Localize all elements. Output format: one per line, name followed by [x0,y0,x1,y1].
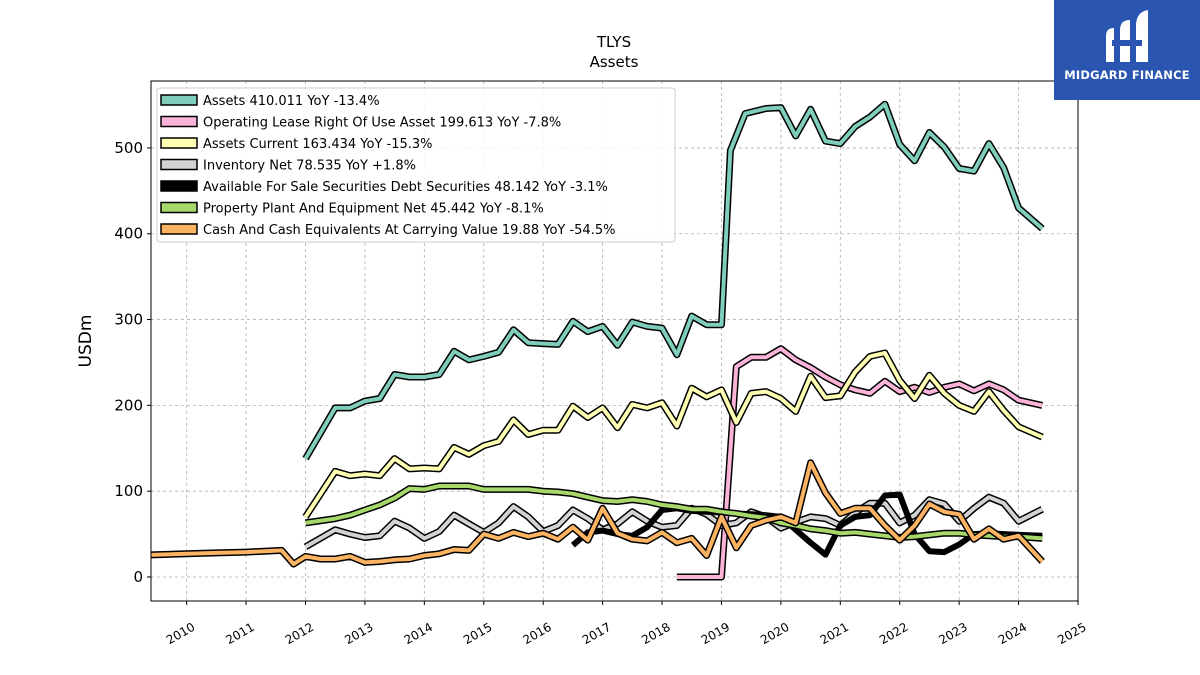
chart-title: TLYS [596,33,631,51]
series-1 [676,345,1044,581]
x-tick-label: 2025 [1055,620,1088,647]
legend-entry: Operating Lease Right Of Use Asset 199.6… [203,116,561,131]
series-line [676,346,1043,579]
legend-swatch [160,137,198,149]
legend-entry: Assets 410.011 YoY -13.4% [203,94,380,109]
series-4 [570,491,1043,558]
x-tick-label: 2012 [283,620,316,647]
y-tick-label: 200 [114,396,143,414]
legend: Assets 410.011 YoY -13.4% Operating Lease… [156,87,676,243]
series-line [303,351,1044,518]
x-tick-label: 2020 [758,620,791,647]
x-tick-label: 2017 [580,620,613,647]
series-6 [151,459,1045,568]
legend-swatch [160,201,198,214]
legend-swatch [160,115,198,128]
y-tick-label: 500 [114,139,143,157]
series-5 [304,482,1043,542]
series-line [304,495,1044,549]
x-tick-label: 2016 [520,620,553,647]
x-tick-label: 2014 [402,620,435,647]
series-line [570,491,1043,558]
x-tick-label: 2018 [639,620,672,647]
x-tick-label: 2022 [877,620,910,647]
legend-swatch [160,94,198,106]
legend-swatch [160,158,198,171]
y-tick-label: 0 [133,568,143,586]
chart-subtitle: Assets [590,53,639,71]
legend-swatch [160,180,198,192]
y-axis-label: USDm [76,315,96,368]
legend-entry: Inventory Net 78.535 YoY +1.8% [203,159,416,174]
brand-logo: MIDGARD FINANCE [1054,0,1200,100]
series-line [305,484,1043,541]
series-0 [302,100,1045,461]
legend-entry: Assets Current 163.434 YoY -15.3% [203,137,433,152]
series-line [151,460,1044,567]
series-lines [151,100,1045,581]
legend-entry: Available For Sale Securities Debt Secur… [203,180,608,195]
legend-entry: Cash And Cash Equivalents At Carrying Va… [203,223,615,238]
legend-entry: Property Plant And Equipment Net 45.442 … [203,202,544,217]
logo-text: MIDGARD FINANCE [1064,68,1190,82]
series-2 [302,349,1044,519]
legend-box [156,87,676,243]
series-line [303,102,1044,460]
x-tick-label: 2015 [461,620,494,647]
x-tick-label: 2013 [342,620,375,647]
x-tick-label: 2010 [164,620,197,647]
y-tick-label: 400 [114,225,143,243]
x-tick-label: 2023 [936,620,969,647]
y-tick-label: 100 [114,482,143,500]
logo-mark-icon [1106,10,1148,62]
plot-frame [150,80,1079,602]
x-tick-label: 2011 [223,620,256,647]
x-tick-label: 2019 [699,620,732,647]
x-tick-label: 2021 [818,620,851,647]
x-tick-label: 2024 [996,620,1029,647]
series-3 [303,493,1044,550]
y-tick-label: 300 [114,311,143,329]
legend-swatch [160,223,198,235]
